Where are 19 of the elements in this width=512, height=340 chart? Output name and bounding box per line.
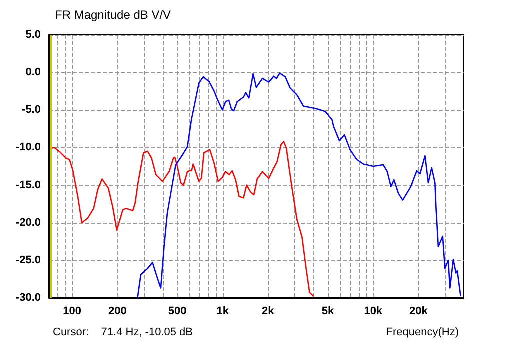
x-tick-label: 200 [108, 306, 127, 318]
x-tick-label: 10k [364, 306, 384, 318]
x-tick-label: 500 [168, 306, 187, 318]
x-tick-label: 100 [63, 306, 82, 318]
y-tick-label: 0.0 [26, 66, 41, 79]
y-tick-label: -5.0 [22, 104, 41, 116]
y-tick-label: -15.0 [16, 179, 41, 192]
x-tick-label: 20k [410, 306, 429, 318]
text: Cursor: 71.4 Hz, -10.05 dB [53, 326, 194, 338]
y-tick-label: -10.0 [16, 142, 41, 154]
x-axis-title: Frequency(Hz) [386, 326, 460, 338]
x-tick-label: 5k [322, 306, 336, 318]
y-tick-label: -20.0 [16, 216, 41, 229]
x-tick-label: 1k [216, 306, 230, 318]
chart-title: FR Magnitude dB V/V [55, 8, 172, 22]
y-tick-label: -25.0 [16, 254, 41, 266]
y-tick-label: -30.0 [16, 292, 41, 304]
y-tick-label: 5.0 [26, 29, 41, 41]
x-tick-label: 2k [262, 306, 276, 318]
